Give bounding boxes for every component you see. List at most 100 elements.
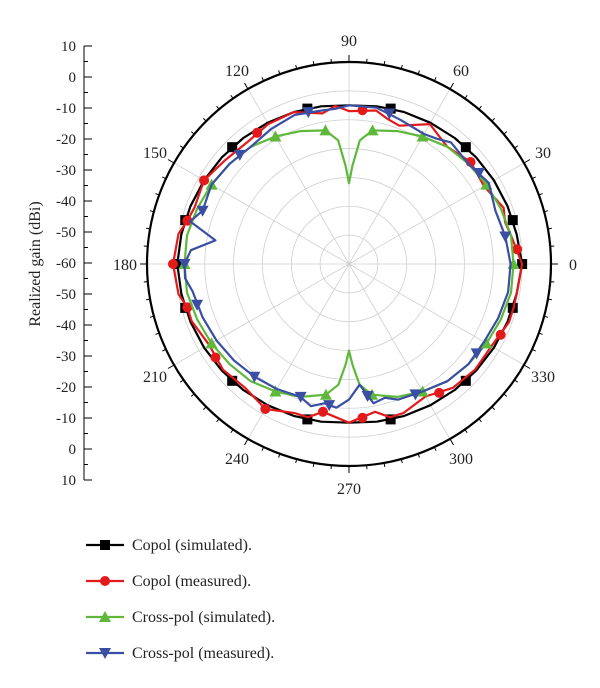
radial-tick-label: 0	[69, 70, 77, 86]
grid-spoke	[348, 162, 525, 265]
data-point	[248, 371, 261, 383]
ring-tick	[179, 145, 184, 149]
data-point	[196, 205, 209, 217]
data-point	[460, 375, 471, 386]
data-point	[512, 244, 523, 255]
data-point	[178, 259, 191, 270]
angle-tick-label: 120	[225, 63, 249, 80]
angle-tick-label: 330	[531, 369, 555, 386]
ring-tick	[190, 131, 195, 135]
radial-tick-label: -20	[56, 132, 76, 148]
legend: Copol (simulated). Copol (measured). Cross…	[86, 537, 275, 662]
data-point	[385, 414, 396, 425]
angle-tick-label: 0	[569, 257, 577, 274]
ring-tick	[202, 117, 207, 122]
ring-tick	[417, 70, 420, 75]
ring-tick	[433, 77, 437, 82]
series-3	[178, 104, 512, 412]
radial-tick-label: -50	[56, 287, 76, 303]
ring-tick	[503, 393, 508, 397]
data-point	[495, 329, 506, 340]
radial-tick-label: -30	[56, 163, 76, 179]
data-point	[319, 388, 332, 400]
legend-label: Cross-pol (simulated).	[132, 609, 275, 626]
ring-tick	[244, 82, 249, 90]
angle-tick-label: 60	[453, 63, 469, 80]
legend-marker	[99, 611, 111, 622]
radial-tick-label: -30	[56, 349, 76, 365]
grid-spoke	[348, 88, 451, 265]
data-point	[199, 175, 210, 186]
ring-tick	[433, 446, 437, 451]
data-point	[480, 337, 493, 349]
data-point	[205, 337, 218, 349]
legend-label: Copol (simulated).	[132, 537, 252, 554]
data-point	[383, 108, 396, 120]
ring-tick	[514, 145, 519, 149]
ring-tick	[278, 70, 281, 75]
grid-spoke	[348, 263, 451, 440]
radial-tick-label: -10	[56, 411, 76, 427]
ring-tick	[149, 315, 155, 318]
angle-tick-label: 270	[337, 481, 361, 498]
ring-tick	[295, 458, 298, 464]
ring-tick	[146, 227, 151, 230]
ring-tick	[155, 332, 160, 335]
angle-tick-label: 150	[143, 145, 167, 162]
ring-tick	[547, 227, 552, 230]
data-point	[507, 215, 518, 226]
ring-tick	[230, 94, 234, 99]
ring-tick	[295, 64, 298, 70]
legend-label: Copol (measured).	[132, 573, 251, 590]
ring-tick	[478, 105, 482, 110]
ring-tick	[383, 61, 386, 66]
legend-label: Cross-pol (measured).	[132, 645, 274, 662]
ring-tick	[202, 406, 207, 411]
data-point	[434, 387, 445, 398]
ring-tick	[543, 315, 549, 318]
ring-tick	[400, 64, 403, 70]
series-line	[183, 104, 512, 409]
radial-tick-label: 10	[61, 39, 76, 55]
legend-item: Cross-pol (simulated).	[86, 609, 275, 626]
data-point	[470, 348, 483, 360]
ring-tick	[190, 393, 195, 397]
data-point	[319, 124, 332, 136]
ring-tick	[278, 453, 281, 458]
angle-tick-label: 300	[449, 451, 473, 468]
ring-tick	[167, 159, 175, 164]
data-point	[302, 414, 313, 425]
data-point	[473, 167, 486, 179]
radial-tick-label: 0	[69, 442, 77, 458]
legend-item: Copol (simulated).	[86, 537, 252, 554]
ring-tick	[261, 77, 265, 82]
ring-tick	[464, 429, 468, 434]
ring-tick	[523, 364, 531, 369]
ring-tick	[162, 176, 167, 180]
ring-tick	[478, 418, 482, 423]
angle-tick-label: 30	[535, 145, 551, 162]
series-layer	[167, 103, 528, 425]
data-point	[460, 142, 471, 153]
ring-tick	[216, 105, 220, 110]
ring-tick	[538, 193, 543, 196]
data-point	[409, 389, 422, 401]
data-point	[191, 299, 204, 311]
ring-tick	[400, 458, 403, 464]
polar-grid	[140, 55, 558, 473]
ring-tick	[543, 210, 549, 213]
grid-spoke	[173, 263, 350, 366]
ring-tick	[491, 406, 496, 411]
angle-labels: 0 30 60 90 120 150 180 210 240 270 300 330	[113, 33, 577, 498]
ring-tick	[155, 193, 160, 196]
series-1	[167, 104, 524, 424]
ring-tick	[449, 82, 454, 90]
ring-tick	[146, 298, 151, 301]
data-point	[269, 385, 282, 397]
data-point	[252, 127, 263, 138]
ring-tick	[523, 159, 531, 164]
grid-spoke	[348, 263, 525, 366]
ring-tick	[514, 379, 519, 383]
data-point	[294, 391, 307, 403]
